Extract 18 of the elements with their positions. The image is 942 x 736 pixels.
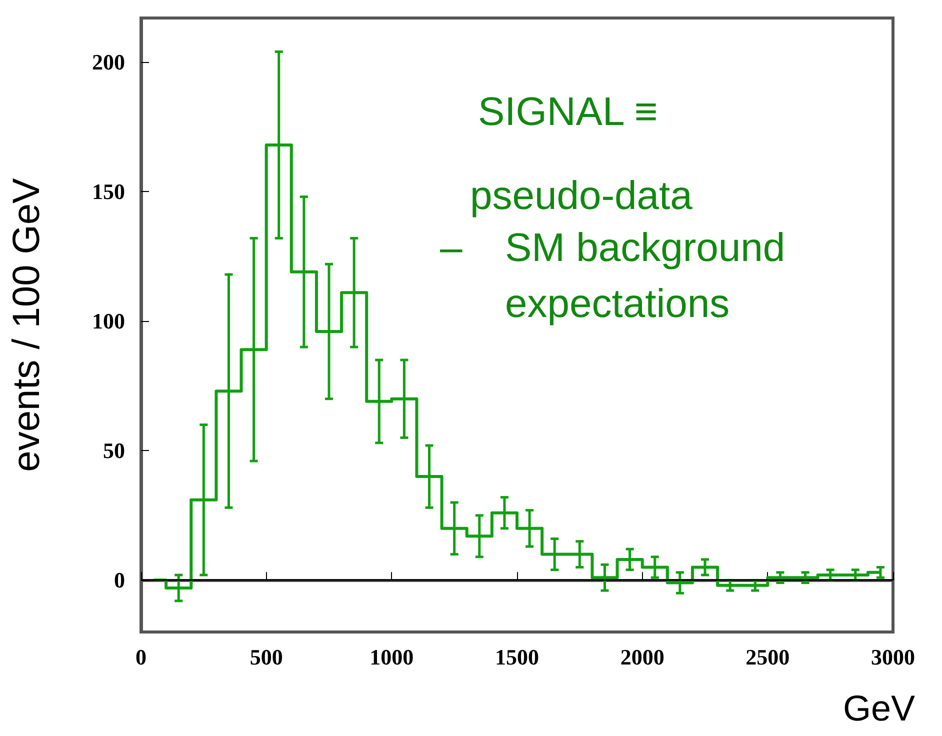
annotation: pseudo-data	[470, 174, 694, 218]
x-tick-label: 3000	[871, 644, 915, 670]
x-tick-label: 1500	[495, 644, 539, 670]
x-tick-label: 2000	[620, 644, 664, 670]
x-tick-label: 500	[250, 644, 283, 670]
y-tick-label: 100	[92, 308, 125, 334]
x-tick-label: 2500	[746, 644, 790, 670]
y-tick-label: 0	[114, 568, 125, 593]
annotation: SIGNAL ≡	[478, 90, 658, 134]
x-tick-label: 0	[136, 644, 146, 670]
y-axis-title: events / 100 GeV	[6, 178, 48, 472]
x-tick-label: 1000	[370, 644, 414, 670]
y-tick-label: 200	[92, 50, 125, 75]
y-tick-label: 50	[103, 438, 125, 464]
y-tick-label: 150	[92, 179, 125, 204]
x-axis-title: GeV	[842, 688, 916, 728]
annotation: SM background expectations	[505, 226, 796, 326]
annotation: –	[440, 226, 463, 270]
